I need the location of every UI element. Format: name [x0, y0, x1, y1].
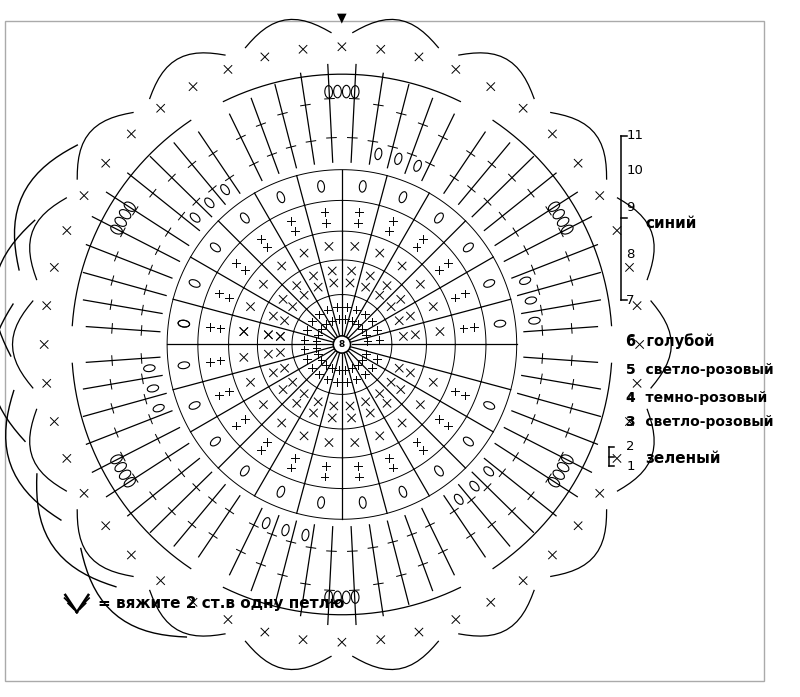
Circle shape — [334, 336, 350, 353]
Text: 11: 11 — [626, 129, 643, 142]
Text: 5  светло-розовый: 5 светло-розовый — [626, 363, 774, 377]
Text: ▼: ▼ — [337, 11, 346, 24]
Text: 3  светло-розовый: 3 светло-розовый — [626, 415, 774, 429]
Text: 5: 5 — [626, 363, 634, 376]
Text: 4: 4 — [626, 392, 634, 404]
Text: = вяжите 2 ст.в одну петлю: = вяжите 2 ст.в одну петлю — [98, 596, 344, 611]
Text: 8: 8 — [626, 247, 634, 261]
Text: синий: синий — [646, 217, 697, 231]
Text: 1: 1 — [626, 460, 634, 473]
Text: 8: 8 — [338, 340, 345, 349]
Text: 4  темно-розовый: 4 темно-розовый — [626, 391, 767, 405]
Text: 10: 10 — [626, 164, 643, 177]
Text: зеленый: зеленый — [646, 451, 721, 466]
Text: 6: 6 — [626, 335, 634, 348]
Text: 6  голубой: 6 голубой — [626, 333, 714, 349]
Text: 7: 7 — [626, 294, 634, 307]
Text: 2: 2 — [626, 441, 634, 453]
Text: 3: 3 — [626, 415, 634, 429]
Text: 9: 9 — [626, 201, 634, 214]
